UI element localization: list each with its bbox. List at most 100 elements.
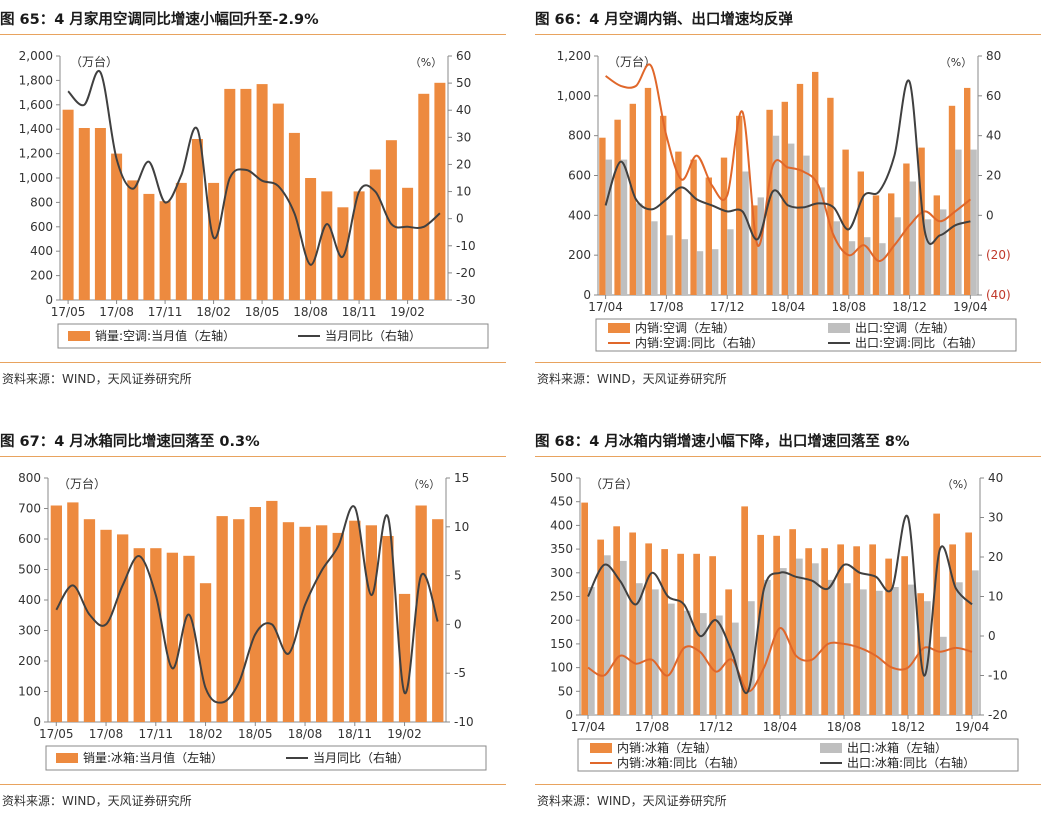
y-left-tick-label: 250 [550, 590, 573, 604]
bar [143, 193, 155, 300]
bar [166, 552, 178, 722]
bar [434, 82, 446, 300]
y-left-tick-label: 0 [565, 708, 573, 722]
bar [661, 549, 668, 715]
right-axis-unit: （%） [942, 478, 974, 491]
bar [415, 505, 427, 722]
bar [191, 139, 203, 300]
x-tick-label: 17/05 [39, 727, 74, 741]
bar [150, 548, 162, 722]
bar [894, 217, 901, 295]
y-left-tick-label: 1,000 [557, 89, 591, 103]
bar [613, 526, 620, 715]
y-left-tick-label: 1,600 [19, 98, 53, 112]
legend-label: 销量:冰箱:当月值（左轴） [83, 750, 223, 765]
bar [751, 205, 758, 295]
bar [614, 119, 621, 295]
x-tick-label: 18/08 [288, 727, 323, 741]
y-left-tick-label: 2,000 [19, 49, 53, 63]
bar [901, 556, 908, 715]
bar [78, 128, 90, 300]
y-left-tick-label: 1,000 [19, 171, 53, 185]
x-tick-label: 18/08 [293, 305, 328, 319]
chart-fig68: 0 50 100 150 200 250 300 350 400 450 500 -20 -10 0 10 2… [550, 471, 1019, 772]
bar [796, 83, 804, 296]
legend-box [577, 738, 1019, 772]
x-tick-label: 17/08 [635, 720, 670, 734]
x-tick-label: 18/08 [832, 300, 867, 314]
bar [909, 181, 916, 295]
y-right-tick-label: 10 [456, 185, 471, 199]
y-right-tick-label: -10 [454, 715, 474, 729]
chart-fig67: 0 100 200 300 400 500 600 700 800 -10 -5 0 5 10 15 （万台）… [18, 471, 487, 771]
bar [629, 532, 636, 715]
bar [382, 536, 394, 722]
bar [712, 249, 719, 295]
bar [681, 239, 688, 295]
bar [684, 610, 691, 715]
title-divider [0, 34, 506, 35]
bar [888, 193, 895, 295]
y-left-tick-label: 800 [18, 471, 41, 485]
bar [796, 558, 803, 715]
y-right-tick-label: -20 [456, 266, 476, 280]
bar [83, 519, 96, 722]
bar [848, 241, 856, 295]
bar [876, 590, 883, 715]
y-right-tick-label: 0 [456, 212, 464, 226]
y-left-tick-label: 400 [18, 593, 41, 607]
bar [644, 87, 652, 296]
y-left-tick-label: 600 [18, 532, 41, 546]
chart-fig66: 0 200 400 600 800 1,000 1,200 (40) (20) 0 20 40 60 80… [557, 49, 1017, 352]
y-right-tick-label: 20 [986, 169, 1001, 183]
bar [668, 603, 675, 715]
y-right-tick-label: 60 [456, 49, 471, 63]
bar [940, 209, 947, 295]
y-right-tick-label: -20 [988, 708, 1008, 722]
legend-label: 当月同比（右轴） [325, 328, 421, 343]
x-tick-label: 18/11 [342, 305, 377, 319]
bar [949, 544, 956, 715]
bar [696, 251, 704, 295]
y-left-tick-label: 0 [33, 715, 41, 729]
bar [398, 593, 411, 722]
bar [818, 187, 825, 295]
bar [879, 243, 886, 295]
bar [353, 191, 365, 300]
bar [62, 109, 74, 300]
x-tick-label: 18/12 [892, 300, 927, 314]
bar [50, 505, 62, 722]
bar [693, 553, 700, 715]
y-left-tick-label: 400 [30, 244, 53, 258]
y-left-tick-label: 350 [550, 542, 573, 556]
bar [216, 516, 228, 722]
y-right-tick-label: 80 [986, 49, 1001, 63]
bar [725, 589, 732, 715]
title-divider [535, 456, 1041, 457]
bar [940, 636, 947, 715]
bar [924, 219, 932, 295]
left-axis-unit: （万台） [70, 54, 118, 69]
legend-swatch [820, 743, 842, 753]
bar [892, 587, 899, 715]
chart-panel-fig67: 图 67：4 月冰箱同比增速回落至 0.3% 0 100 200 300 400 500 6… [0, 422, 506, 822]
bar [955, 149, 962, 295]
bar [748, 601, 755, 715]
y-right-tick-label: 20 [456, 157, 471, 171]
bar [933, 195, 940, 295]
bar [321, 191, 333, 300]
y-right-tick-label: (40) [986, 288, 1011, 302]
bar [803, 155, 810, 295]
bar [272, 103, 284, 300]
bar [666, 235, 673, 296]
bar [94, 128, 106, 300]
bar [757, 197, 764, 295]
y-right-tick-label: 40 [456, 103, 471, 117]
bar [827, 97, 834, 295]
bar [972, 570, 979, 715]
bar [67, 502, 79, 722]
bar [175, 182, 187, 300]
source-note: 资料来源：WIND，天风证券研究所 [2, 372, 192, 386]
y-right-tick-label: -5 [454, 666, 466, 680]
y-right-tick-label: 15 [454, 471, 469, 485]
